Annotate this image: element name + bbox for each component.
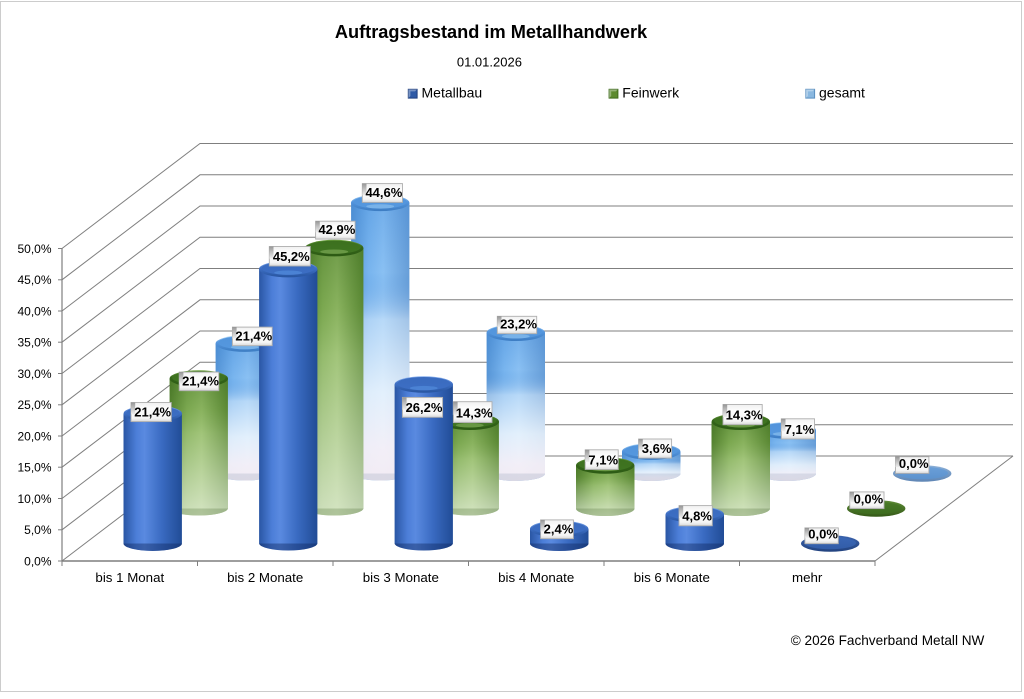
svg-text:45,0%: 45,0%	[17, 273, 51, 287]
svg-text:20,0%: 20,0%	[17, 429, 51, 443]
svg-text:50,0%: 50,0%	[17, 242, 51, 256]
svg-text:0,0%: 0,0%	[854, 491, 884, 506]
svg-text:01.01.2026: 01.01.2026	[457, 54, 522, 69]
svg-text:5,0%: 5,0%	[24, 523, 52, 537]
svg-text:0,0%: 0,0%	[899, 456, 929, 471]
svg-text:14,3%: 14,3%	[456, 405, 493, 420]
svg-text:30,0%: 30,0%	[17, 367, 51, 381]
svg-text:21,4%: 21,4%	[134, 404, 171, 419]
svg-text:0,0%: 0,0%	[24, 554, 52, 568]
svg-text:35,0%: 35,0%	[17, 336, 51, 350]
svg-text:45,2%: 45,2%	[273, 249, 310, 264]
svg-text:bis 2 Monate: bis 2 Monate	[227, 570, 303, 585]
svg-text:14,3%: 14,3%	[726, 408, 763, 423]
svg-text:gesamt: gesamt	[819, 85, 865, 101]
svg-text:44,6%: 44,6%	[365, 185, 402, 200]
svg-text:mehr: mehr	[792, 570, 823, 585]
svg-text:Metallbau: Metallbau	[422, 85, 483, 101]
svg-text:7,1%: 7,1%	[588, 452, 618, 467]
svg-text:40,0%: 40,0%	[17, 304, 51, 318]
svg-text:© 2026 Fachverband Metall NW: © 2026 Fachverband Metall NW	[791, 633, 985, 648]
svg-text:0,0%: 0,0%	[808, 527, 838, 542]
svg-text:bis 4 Monate: bis 4 Monate	[498, 570, 574, 585]
svg-text:15,0%: 15,0%	[17, 461, 51, 475]
svg-text:42,9%: 42,9%	[318, 222, 355, 237]
svg-text:Auftragsbestand im Metallhandw: Auftragsbestand im Metallhandwerk	[335, 22, 648, 42]
svg-text:21,4%: 21,4%	[182, 374, 219, 389]
svg-text:25,0%: 25,0%	[17, 398, 51, 412]
svg-text:Feinwerk: Feinwerk	[622, 85, 680, 101]
svg-text:10,0%: 10,0%	[17, 492, 51, 506]
svg-text:4,8%: 4,8%	[682, 509, 712, 524]
svg-text:bis 1 Monat: bis 1 Monat	[95, 570, 164, 585]
svg-text:2,4%: 2,4%	[544, 522, 574, 537]
svg-text:21,4%: 21,4%	[235, 329, 272, 344]
svg-text:3,6%: 3,6%	[642, 441, 672, 456]
svg-text:23,2%: 23,2%	[500, 317, 537, 332]
svg-text:26,2%: 26,2%	[406, 400, 443, 415]
svg-text:7,1%: 7,1%	[785, 422, 815, 437]
svg-text:bis 3 Monate: bis 3 Monate	[363, 570, 439, 585]
svg-text:bis 6 Monate: bis 6 Monate	[634, 570, 710, 585]
